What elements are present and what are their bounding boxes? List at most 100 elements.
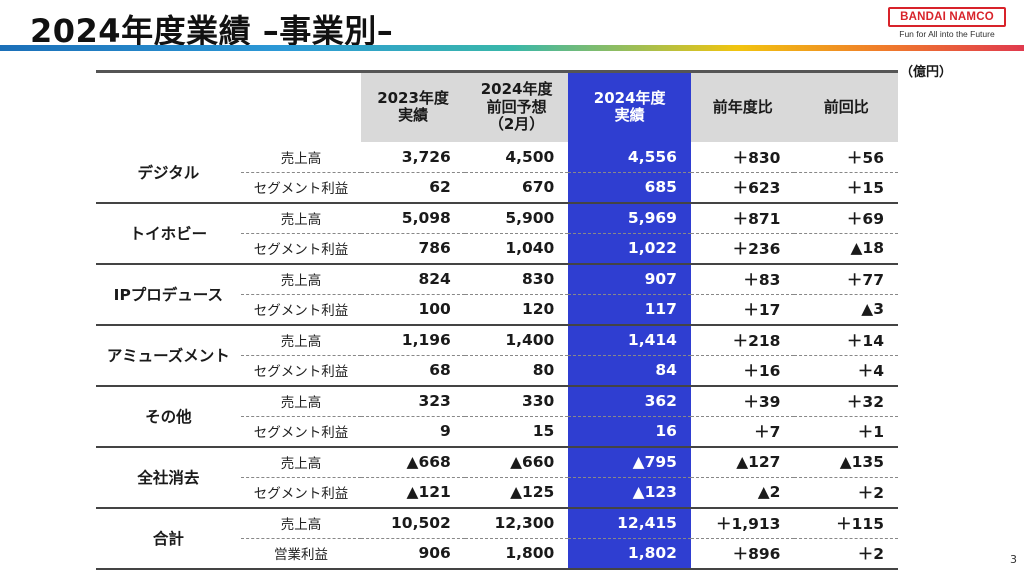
yoy-change-value: ▲127 [690, 446, 795, 478]
table-row: セグメント利益 62 670 685 ＋623 ＋15 [96, 172, 898, 204]
yoy-change-value: ＋623 [690, 172, 795, 204]
fy2024-forecast-value: 80 [464, 355, 569, 387]
table-row: 営業利益 906 1,800 1,802 ＋896 ＋2 [96, 538, 898, 570]
fy2023-actual-value: 824 [361, 263, 465, 295]
segment-name: 全社消去 [96, 446, 241, 509]
fy2024-actual-value: 907 [568, 263, 691, 295]
table-row: セグメント利益 ▲121 ▲125 ▲123 ▲2 ＋2 [96, 477, 898, 509]
table-row: IPプロデュース 売上高 824 830 907 ＋83 ＋77 [96, 263, 898, 326]
segment-name: アミューズメント [96, 324, 241, 387]
fy2023-actual-value: 9 [361, 416, 465, 448]
fy2023-actual-value: 68 [361, 355, 465, 387]
table-row: その他 売上高 323 330 362 ＋39 ＋32 [96, 385, 898, 448]
fy2024-forecast-value: 120 [464, 294, 569, 326]
fy2024-forecast-value: 12,300 [464, 507, 569, 539]
page-title: 2024年度業績 –事業別– [30, 12, 394, 50]
yoy-change-value: ＋1,913 [690, 507, 795, 539]
table-row: トイホビー 売上高 5,098 5,900 5,969 ＋871 ＋69 [96, 202, 898, 265]
header-vs-forecast: 前回比 [794, 70, 898, 142]
segment-name: 合計 [96, 507, 241, 570]
fy2023-actual-value: 10,502 [361, 507, 465, 539]
row-item-label: 売上高 [240, 202, 362, 234]
fy2024-actual-value: 685 [568, 172, 691, 204]
fy2024-forecast-value: 830 [464, 263, 569, 295]
segment-name: デジタル [96, 141, 241, 204]
yoy-change-value: ＋16 [690, 355, 795, 387]
fy2024-actual-value: 12,415 [568, 507, 691, 539]
fy2024-forecast-value: 15 [464, 416, 569, 448]
fy2024-forecast-value: 1,800 [464, 538, 569, 570]
row-item-label: 売上高 [240, 507, 362, 539]
row-item-label: セグメント利益 [240, 416, 362, 448]
fy2024-actual-value: 1,414 [568, 324, 691, 356]
vs-forecast-value: ＋1 [794, 416, 898, 448]
vs-forecast-value: ＋2 [794, 538, 898, 570]
row-item-label: セグメント利益 [240, 233, 362, 265]
segment-name: その他 [96, 385, 241, 448]
row-item-label: 売上高 [240, 141, 362, 173]
fy2023-actual-value: 1,196 [361, 324, 465, 356]
logo-tagline: Fun for All into the Future [899, 29, 995, 39]
fy2024-actual-value: 16 [568, 416, 691, 448]
header-fy2024-actual: 2024年度 実績 [568, 70, 691, 142]
fy2023-actual-value: 3,726 [361, 141, 465, 173]
fy2023-actual-value: 100 [361, 294, 465, 326]
table-row: 全社消去 売上高 ▲668 ▲660 ▲795 ▲127 ▲135 [96, 446, 898, 509]
fy2024-forecast-value: 1,040 [464, 233, 569, 265]
fy2024-forecast-value: 4,500 [464, 141, 569, 173]
logo-wordmark: BANDAI NAMCO [888, 7, 1006, 27]
header-fy2024-forecast: 2024年度 前回予想 （2月） [464, 70, 569, 142]
vs-forecast-value: ＋32 [794, 385, 898, 417]
fy2023-actual-value: 786 [361, 233, 465, 265]
fy2024-forecast-value: 330 [464, 385, 569, 417]
yoy-change-value: ＋236 [690, 233, 795, 265]
row-item-label: 売上高 [240, 385, 362, 417]
vs-forecast-value: ＋56 [794, 141, 898, 173]
vs-forecast-value: ▲135 [794, 446, 898, 478]
row-item-label: セグメント利益 [240, 355, 362, 387]
vs-forecast-value: ▲3 [794, 294, 898, 326]
row-item-label: 売上高 [240, 446, 362, 478]
table-row: セグメント利益 68 80 84 ＋16 ＋4 [96, 355, 898, 387]
table-header-row: 2023年度 実績 2024年度 前回予想 （2月） 2024年度 実績 前年度… [96, 70, 898, 142]
table-row: セグメント利益 9 15 16 ＋7 ＋1 [96, 416, 898, 448]
page-number: 3 [1010, 553, 1017, 566]
yoy-change-value: ＋218 [690, 324, 795, 356]
segment-name: IPプロデュース [96, 263, 241, 326]
fy2024-forecast-value: 670 [464, 172, 569, 204]
fy2024-actual-value: ▲795 [568, 446, 691, 478]
row-item-label: セグメント利益 [240, 294, 362, 326]
fy2024-actual-value: 84 [568, 355, 691, 387]
row-item-label: セグメント利益 [240, 172, 362, 204]
fy2024-actual-value: 1,802 [568, 538, 691, 570]
fy2024-actual-value: 5,969 [568, 202, 691, 234]
fy2024-actual-value: 4,556 [568, 141, 691, 173]
yoy-change-value: ＋871 [690, 202, 795, 234]
vs-forecast-value: ＋2 [794, 477, 898, 509]
segment-name: トイホビー [96, 202, 241, 265]
fy2024-forecast-value: 1,400 [464, 324, 569, 356]
yoy-change-value: ▲2 [690, 477, 795, 509]
fy2023-actual-value: 62 [361, 172, 465, 204]
header-fy2023-actual: 2023年度 実績 [361, 70, 465, 142]
vs-forecast-value: ＋4 [794, 355, 898, 387]
company-logo: BANDAI NAMCO Fun for All into the Future [888, 7, 1006, 39]
table-row: セグメント利益 100 120 117 ＋17 ▲3 [96, 294, 898, 326]
header-yoy-change: 前年度比 [690, 70, 795, 142]
vs-forecast-value: ＋69 [794, 202, 898, 234]
table-body: デジタル 売上高 3,726 4,500 4,556 ＋830 ＋56 セグメント利益 62 67… [96, 141, 898, 570]
vs-forecast-value: ▲18 [794, 233, 898, 265]
yoy-change-value: ＋7 [690, 416, 795, 448]
vs-forecast-value: ＋115 [794, 507, 898, 539]
unit-label: （億円） [900, 65, 953, 80]
row-item-label: 売上高 [240, 263, 362, 295]
fy2024-forecast-value: ▲660 [464, 446, 569, 478]
vs-forecast-value: ＋14 [794, 324, 898, 356]
fy2024-actual-value: 362 [568, 385, 691, 417]
fy2023-actual-value: 5,098 [361, 202, 465, 234]
vs-forecast-value: ＋77 [794, 263, 898, 295]
yoy-change-value: ＋830 [690, 141, 795, 173]
fy2023-actual-value: ▲121 [361, 477, 465, 509]
segment-results-table: 2023年度 実績 2024年度 前回予想 （2月） 2024年度 実績 前年度… [96, 70, 898, 570]
yoy-change-value: ＋896 [690, 538, 795, 570]
